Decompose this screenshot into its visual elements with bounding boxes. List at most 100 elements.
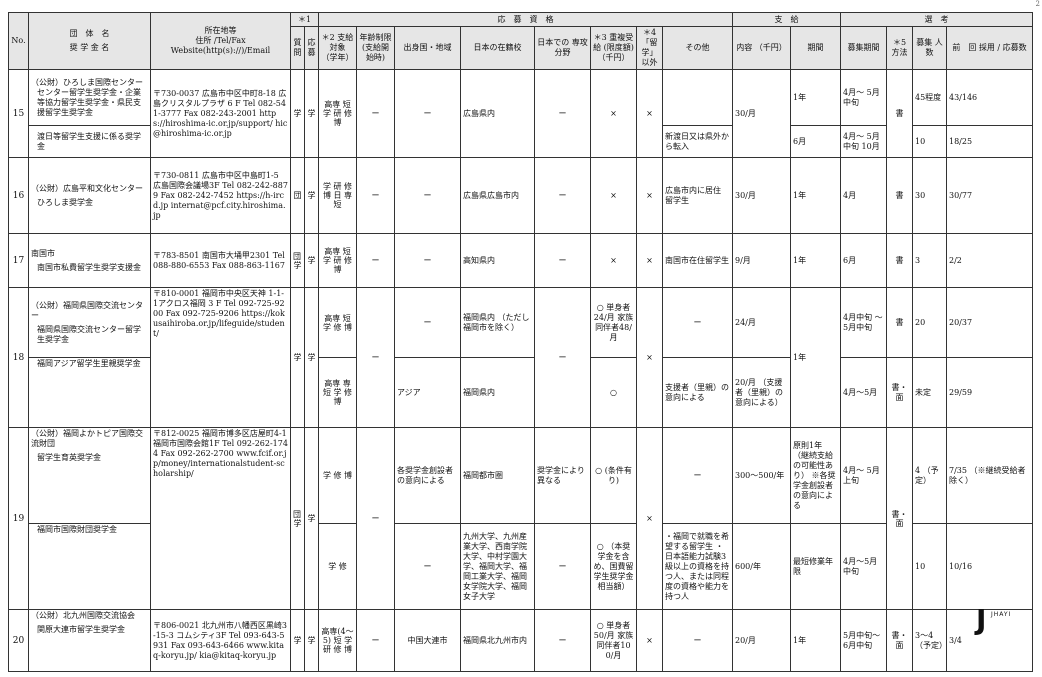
amount-cell: 600/年 [733, 524, 791, 610]
target-cell: 高専 短 学 修 博 [319, 288, 357, 358]
amount-cell: 20/月 [733, 610, 791, 672]
duplicate-cell: ○ [591, 358, 637, 428]
period-cell: 原則1年 （継続支給の可能性あり） ※各奨学金創設者の意向による [791, 428, 841, 524]
recruit-cell: 6月 [841, 234, 887, 288]
previous-cell: 29/59 [947, 358, 1033, 428]
duplicate-cell: ○ （本奨学金を含め、国費留学生奨学金相当額） [591, 524, 637, 610]
application-cell: 学 [305, 234, 319, 288]
header-payment: 支 給 [733, 13, 841, 27]
header-selection: 選 考 [841, 13, 1033, 27]
origin-cell: 中国大連市 [395, 610, 461, 672]
school-cell: 広島県内 [461, 70, 535, 158]
previous-cell: 30/77 [947, 158, 1033, 234]
count-cell: 45程度 [913, 70, 947, 126]
non-ryugaku-cell: × [637, 70, 663, 158]
method-cell: 書 [887, 288, 913, 358]
header-star1: ＊1 [291, 13, 319, 27]
other-cell: 南国市在住留学生 [663, 234, 733, 288]
header-other: その他 [663, 27, 733, 70]
period-cell: 1年 [791, 610, 841, 672]
amount-cell: 300～500/年 [733, 428, 791, 524]
header-eligibility: 応 募 資 格 [319, 13, 733, 27]
age-cell: ー [357, 158, 395, 234]
count-cell: 3～4 （予定） [913, 610, 947, 672]
scholarship-cell: 福岡アジア留学生里親奨学金 [29, 358, 151, 428]
row-number: 15 [9, 70, 29, 158]
application-cell: 学 [305, 158, 319, 234]
other-cell: 広島市内に居住 留学生 [663, 158, 733, 234]
header-period: 期間 [791, 27, 841, 70]
application-cell: 学 [305, 70, 319, 158]
recruit-cell: 5月中旬～ 6月中旬 [841, 610, 887, 672]
major-cell: ー [535, 158, 591, 234]
target-cell: 高専 専 短 学 修 博 [319, 358, 357, 428]
header-method: ＊5 方法 [887, 27, 913, 70]
target-cell: 高専(4～5) 短 学 研 修 博 [319, 610, 357, 672]
header-age-limit: 年齢制限 (支給開始時) [357, 27, 395, 70]
other-cell: ー [663, 610, 733, 672]
amount-cell: 30/月 [733, 158, 791, 234]
table-row: 18 （公財）福岡県国際交流センター 福岡県国際交流センター留学生奨学金 〒810… [9, 288, 1033, 358]
origin-cell: ー [395, 288, 461, 358]
target-cell: 学 研 修 博 日 専 短 [319, 158, 357, 234]
other-cell: ー [663, 288, 733, 358]
amount-cell: 20/月 （支援者（里親）の意向による） [733, 358, 791, 428]
header-org-scholarship: 団 体 名奨 学 金 名 [29, 13, 151, 70]
address-cell: 〒810-0001 福岡市中央区天神 1-1-1アクロス福岡 3 F Tel 0… [151, 288, 291, 428]
row-number: 20 [9, 610, 29, 672]
target-cell: 高専 短 学 研 修 博 [319, 234, 357, 288]
logo-mark: J [976, 605, 986, 635]
previous-cell: 7/35 （※継続受給者除く） [947, 428, 1033, 524]
recruit-cell: 4月～5月中旬 [841, 524, 887, 610]
org-cell: 南国市 南国市私費留学生奨学支援金 [29, 234, 151, 288]
jhayi-logo: J JHAYI [976, 605, 1024, 641]
method-cell: 書 [887, 158, 913, 234]
non-ryugaku-cell: × [637, 234, 663, 288]
major-cell: ー [535, 234, 591, 288]
period-cell: 1年 [791, 158, 841, 234]
amount-cell: 24/月 [733, 288, 791, 358]
table-row: 16 （公財）広島平和文化センター ひろしま奨学金 〒730-0811 広島市中区… [9, 158, 1033, 234]
row-number: 16 [9, 158, 29, 234]
origin-cell: ー [395, 524, 461, 610]
other-cell [663, 70, 733, 126]
target-cell: 学 修 [319, 524, 357, 610]
row-number: 17 [9, 234, 29, 288]
school-cell: 九州大学、九州産業大学、西南学院大学、中村学園大学、福岡大学、福岡工業大学、福岡… [461, 524, 535, 610]
method-cell: 書・面 [887, 428, 913, 610]
duplicate-cell: ○ 単身者 50/月 家族同伴者100/月 [591, 610, 637, 672]
method-cell: 書・面 [887, 610, 913, 672]
header-address: 所在地等 住所 /Tel/Fax Website(http(s)://)/Email [151, 13, 291, 70]
previous-cell: 18/25 [947, 126, 1033, 158]
origin-cell: ー [395, 234, 461, 288]
school-cell: 福岡県北九州市内 [461, 610, 535, 672]
major-cell: 奨学金により異なる [535, 428, 591, 524]
target-cell: 学 修 博 [319, 428, 357, 524]
header-amount: 内容 （千円） [733, 27, 791, 70]
other-cell: 支援者（里親）の意向による [663, 358, 733, 428]
count-cell: 4 （予定） [913, 428, 947, 524]
duplicate-cell: ○ 単身者 24/月 家族同伴者48/月 [591, 288, 637, 358]
application-cell: 学 [305, 428, 319, 610]
method-cell: 書・面 [887, 358, 913, 428]
table-row: 19 （公財）福岡よかトピア国際交流財団 留学生育英奨学金 〒812-0025 福… [9, 428, 1033, 524]
count-cell: 3 [913, 234, 947, 288]
period-cell: 最短修業年限 [791, 524, 841, 610]
inquiry-cell: 学 [291, 70, 305, 158]
address-cell: 〒730-0811 広島市中区中島町1-5 広島国際会議場3F Tel 082-… [151, 158, 291, 234]
header-recruit-period: 募集期間 [841, 27, 887, 70]
count-cell: 未定 [913, 358, 947, 428]
other-cell: 新渡日又は県外から転入 [663, 126, 733, 158]
table-row: 17 南国市 南国市私費留学生奨学支援金 〒783-8501 南国市大埇甲2301… [9, 234, 1033, 288]
previous-cell: 43/146 [947, 70, 1033, 126]
header-target: ＊2 支給対象 （学年） [319, 27, 357, 70]
header-application: 応募 [305, 27, 319, 70]
origin-cell: ー [395, 70, 461, 158]
period-cell: 6月 [791, 126, 841, 158]
inquiry-cell: 団 [291, 158, 305, 234]
header-count: 募集 人数 [913, 27, 947, 70]
header-previous: 前 回 採用 / 応募数 [947, 27, 1033, 70]
address-cell: 〒812-0025 福岡市博多区店屋町4-1 福岡市国際会館1F Tel 092… [151, 428, 291, 610]
org-cell: （公財）ひろしま国際センター センター留学生奨学金・企業等協力留学生奨学金・県民支… [29, 70, 151, 126]
origin-cell: ー [395, 158, 461, 234]
